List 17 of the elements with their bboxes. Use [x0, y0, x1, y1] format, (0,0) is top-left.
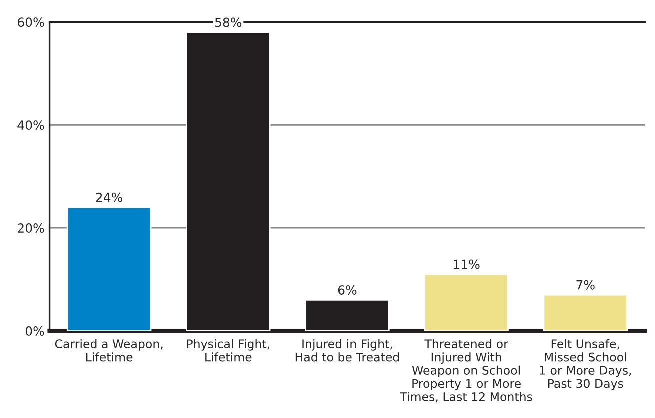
data-label: 58%: [215, 18, 242, 28]
data-label: 7%: [576, 280, 595, 290]
x-tick-label: Injured in Fight, Had to be Treated: [296, 339, 400, 362]
x-tick-label: Physical Fight, Lifetime: [187, 339, 270, 362]
y-tick-label: 20%: [18, 224, 44, 234]
y-tick-label: 0%: [26, 326, 44, 336]
x-tick-label: Felt Unsafe, Missed School 1 or More Days, Past 30 Days: [540, 339, 632, 390]
data-label: 11%: [454, 260, 480, 270]
x-tick-label: Threatened or Injured With Weapon on School Property 1 or More Times, Last 12 Months: [400, 339, 532, 403]
data-label: 24%: [96, 192, 123, 202]
bar: [424, 274, 509, 332]
data-label: 6%: [338, 286, 357, 295]
y-tick-label: 60%: [18, 18, 44, 28]
bar: [543, 294, 628, 332]
bar: [66, 206, 152, 332]
y-tick-label: 40%: [18, 120, 44, 130]
x-tick-label: Carried a Weapon, Lifetime: [55, 339, 163, 362]
